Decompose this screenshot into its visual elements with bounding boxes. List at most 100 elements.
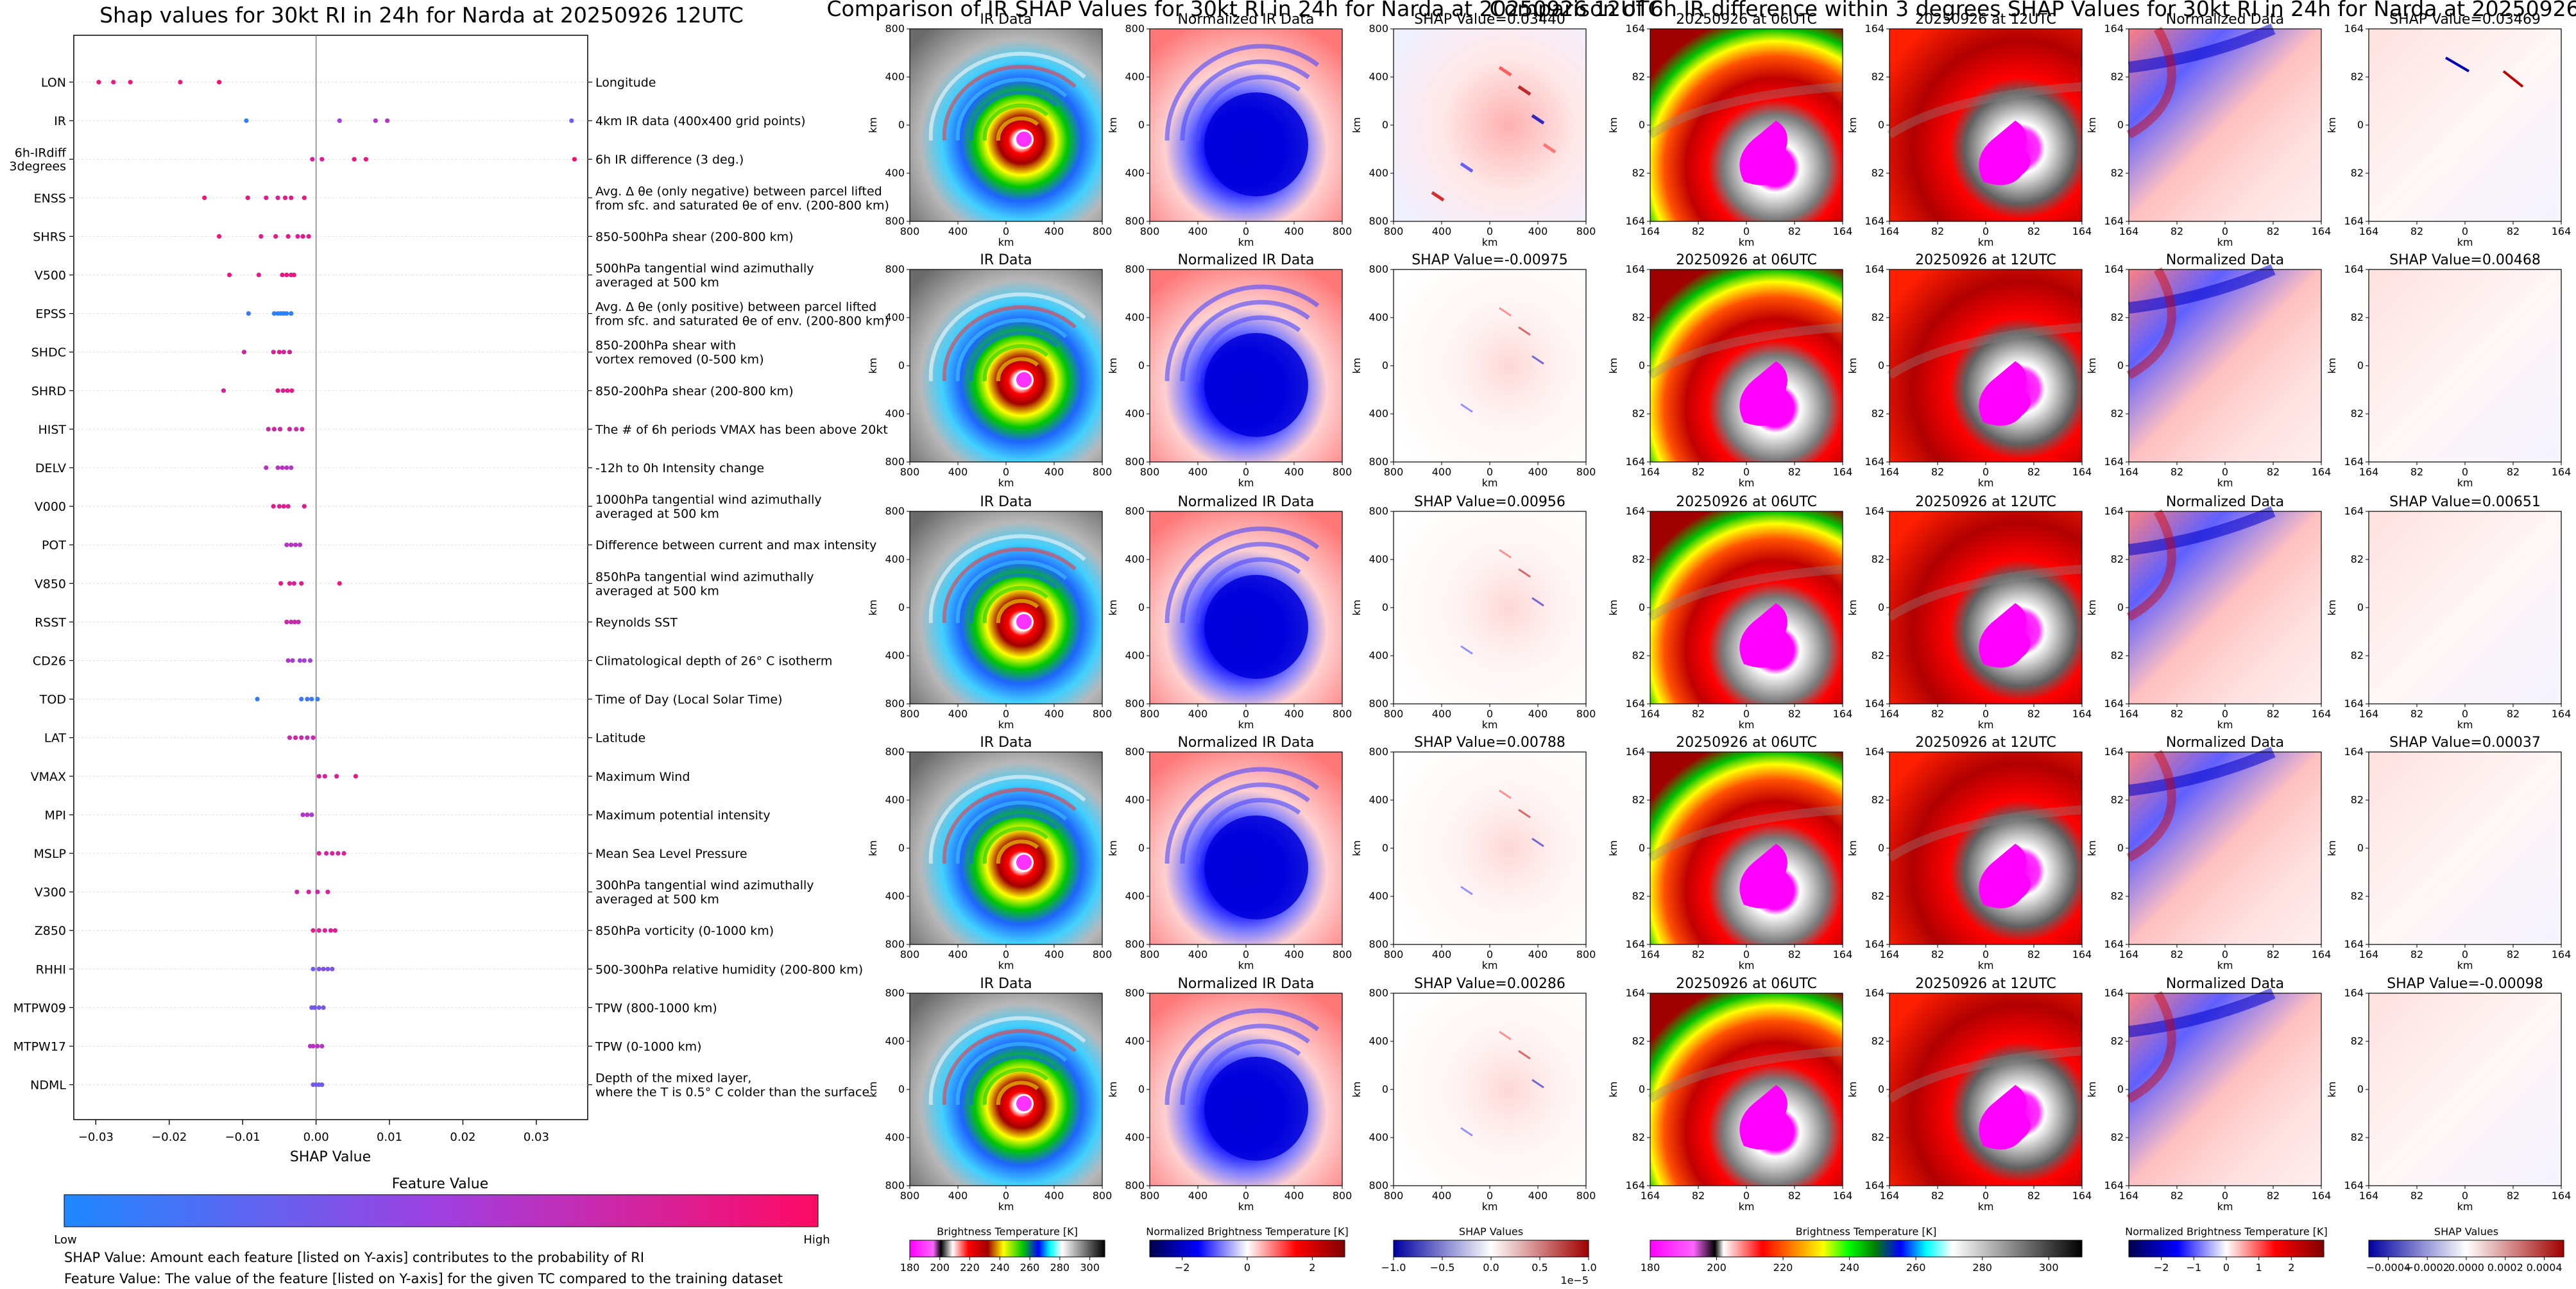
storm-eye (1014, 612, 1034, 631)
shap-point (285, 388, 290, 393)
panel-title: 20250926 at 06UTC (1676, 12, 1817, 28)
y-tick-label: 164 (1864, 22, 1884, 35)
feature-name: V000 (35, 500, 66, 514)
feature-row: TOD Time of Day (Local Solar Time) (39, 693, 783, 707)
shap-point (297, 658, 303, 663)
feature-value-colorbar (64, 1194, 819, 1227)
y-tick-label: 0 (898, 842, 905, 854)
shap-point (325, 889, 330, 894)
colorbar: Brightness Temperature [K] 180 200 220 240 26… (900, 1225, 1105, 1274)
shap-point (245, 195, 250, 200)
ir-spiral-band (942, 1029, 1077, 1105)
colorbar-label: SHAP Values (1459, 1225, 1523, 1238)
x-tick-label: −0.03 (78, 1131, 114, 1144)
shap-point (294, 427, 299, 432)
feature-row: EPSS Avg. Δ θe (only positive) between pa… (35, 300, 889, 329)
feature-description: The # of 6h periods VMAX has been above … (595, 423, 888, 437)
x-tick-label: 164 (1880, 225, 1900, 237)
shap-point (271, 311, 277, 316)
shap-point (286, 504, 291, 509)
ir-spiral-band (955, 318, 1068, 382)
x-axis-label: km (1739, 719, 1755, 731)
shap-point (226, 272, 232, 278)
x-tick-label: 82 (2027, 948, 2040, 960)
y-tick-label: 0 (2117, 842, 2124, 854)
positive-anomaly-band (2126, 26, 2176, 139)
y-tick-label: 164 (1625, 987, 1645, 999)
shap-point (315, 1043, 320, 1049)
x-tick-label: 82 (2027, 466, 2040, 478)
ir-spiral-band (982, 826, 1048, 864)
gray-band (1887, 565, 2083, 621)
cold-cloud-top-region (1979, 1085, 2031, 1150)
shap-point (341, 851, 346, 856)
colorbar: SHAP Values −1.0 −0.5 0.0 0.5 1.01e−5 (1381, 1225, 1597, 1286)
feature-name: VMAX (31, 770, 66, 784)
x-tick-label: 800 (1576, 466, 1596, 478)
shap-point (284, 311, 289, 316)
x-tick-label: 82 (2171, 225, 2183, 237)
shap-feature-streak (1499, 549, 1512, 559)
x-tick-label: 0 (2462, 466, 2468, 478)
x-tick-label: 82 (2027, 225, 2040, 237)
x-tick-label: 164 (2552, 1190, 2572, 1202)
y-tick-label: 82 (2111, 890, 2124, 902)
y-tick-label: 400 (1125, 553, 1145, 565)
x-axis-label: km (2457, 719, 2473, 731)
x-tick-label: 82 (2507, 1190, 2520, 1202)
y-axis-label: km (2326, 1082, 2338, 1098)
feature-description: averaged at 500 km (595, 584, 719, 598)
shap-point (316, 966, 321, 971)
cold-cloud-top-region (1739, 121, 1791, 185)
y-tick-label: 82 (1872, 407, 1884, 420)
x-tick-label: 82 (2267, 708, 2280, 720)
heatmap-image (1394, 511, 1586, 704)
feature-name: 3degrees (9, 160, 66, 174)
negative-anomaly-band (2128, 987, 2276, 1037)
heatmap-image (1889, 752, 2082, 944)
positive-anomaly-band (2126, 267, 2176, 380)
shap-point (289, 465, 294, 470)
gray-band (1887, 805, 2083, 862)
y-axis-label: km (1607, 1082, 1619, 1098)
feature-name: TOD (39, 693, 66, 707)
shap-point (315, 697, 320, 702)
x-tick-label: −0.02 (151, 1131, 187, 1144)
shap-point (281, 504, 286, 509)
x-tick-label: 0 (1243, 1190, 1249, 1202)
x-tick-label: 0 (2222, 225, 2228, 237)
panel-title: IR Data (980, 252, 1032, 268)
panel-title: Normalized IR Data (1177, 252, 1314, 268)
colorbar-tick-label: 240 (1839, 1261, 1859, 1274)
y-tick-label: 400 (1369, 71, 1388, 83)
band-structure (1180, 1023, 1310, 1105)
shap-point (284, 619, 289, 625)
heatmap-image (1650, 511, 1843, 704)
gray-band (1887, 323, 2083, 379)
y-tick-label: 0 (2357, 842, 2364, 854)
panel-title: SHAP Value=0.00788 (1414, 735, 1565, 751)
panel-title: Normalized Data (2166, 494, 2284, 510)
x-tick-label: 82 (2410, 466, 2423, 478)
x-tick-label: 0 (2462, 225, 2468, 237)
x-tick-label: 164 (1880, 466, 1900, 478)
y-tick-label: 800 (885, 746, 905, 758)
y-tick-label: 0 (1878, 601, 1884, 613)
shap-point (306, 234, 311, 239)
x-tick-label: 0.01 (377, 1131, 402, 1144)
panel-title: 20250926 at 12UTC (1915, 12, 2056, 28)
shap-point (352, 157, 357, 162)
y-tick-label: 400 (1125, 311, 1145, 323)
y-tick-label: 800 (1369, 263, 1388, 275)
x-tick-label: 82 (1788, 225, 1801, 237)
x-tick-label: 0 (2462, 1190, 2468, 1202)
feature-row: DELV -12h to 0h Intensity change (35, 461, 764, 475)
y-tick-label: 800 (1369, 215, 1388, 227)
shap-feature-streak (1498, 65, 1512, 77)
feature-description: Maximum Wind (595, 770, 690, 784)
x-tick-label: 0 (1243, 708, 1249, 720)
y-tick-label: 164 (2104, 505, 2124, 517)
